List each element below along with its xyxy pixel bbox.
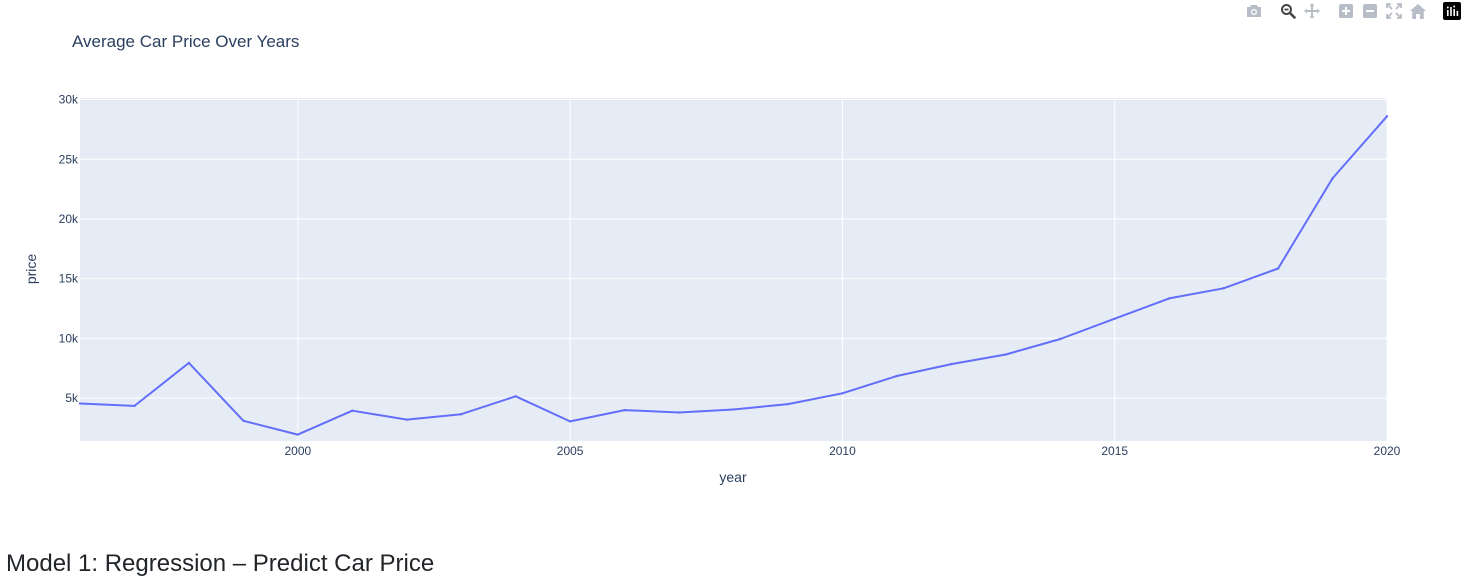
y-tick-label: 5k bbox=[65, 391, 79, 405]
data-point[interactable] bbox=[841, 392, 844, 395]
data-point[interactable] bbox=[623, 408, 626, 412]
y-tick-label: 10k bbox=[59, 331, 79, 345]
data-point[interactable] bbox=[133, 404, 136, 408]
camera-icon[interactable] bbox=[1244, 1, 1264, 21]
data-point[interactable] bbox=[296, 433, 300, 436]
data-point[interactable] bbox=[78, 402, 82, 405]
section-heading: Model 1: Regression – Predict Car Price bbox=[6, 550, 435, 577]
y-axis-label: price bbox=[23, 254, 39, 285]
tick-labels: 5k 10k 15k 20k 25k 30k 2000 2005 2010 2015 2020 bbox=[59, 93, 1401, 458]
series-layer bbox=[78, 115, 1389, 436]
data-point[interactable] bbox=[1004, 353, 1007, 356]
gridlines bbox=[80, 98, 1388, 441]
data-point[interactable] bbox=[786, 402, 790, 406]
x-axis-label: year bbox=[719, 469, 747, 485]
reset-axes-icon[interactable] bbox=[1408, 1, 1428, 21]
data-point[interactable] bbox=[677, 411, 681, 414]
chart-container: 5k 10k 15k 20k 25k 30k 2000 2005 2010 2015 2020 Av… bbox=[23, 0, 1462, 485]
chart-title: Average Car Price Over Years bbox=[72, 32, 299, 51]
data-point[interactable] bbox=[895, 374, 899, 378]
x-tick-label: 2010 bbox=[829, 444, 856, 458]
plotly-logo-icon[interactable] bbox=[1442, 1, 1462, 21]
data-point[interactable] bbox=[1113, 317, 1116, 320]
x-tick-label: 2005 bbox=[557, 444, 584, 458]
data-point[interactable] bbox=[1059, 337, 1062, 341]
zoom-icon[interactable] bbox=[1278, 1, 1298, 21]
data-point[interactable] bbox=[187, 361, 191, 365]
data-point[interactable] bbox=[1276, 267, 1280, 270]
line-chart: 5k 10k 15k 20k 25k 30k 2000 2005 2010 2015 2020 Av… bbox=[23, 32, 1401, 485]
y-tick-label: 20k bbox=[59, 212, 79, 226]
x-tick-label: 2015 bbox=[1101, 444, 1128, 458]
data-point[interactable] bbox=[405, 418, 408, 421]
zoom-out-icon[interactable] bbox=[1360, 1, 1380, 21]
x-tick-label: 2020 bbox=[1374, 444, 1401, 458]
data-point[interactable] bbox=[351, 409, 354, 412]
chart-modebar bbox=[1244, 0, 1462, 22]
data-point[interactable] bbox=[1385, 115, 1389, 118]
data-point[interactable] bbox=[732, 408, 735, 411]
data-point[interactable] bbox=[1331, 177, 1334, 180]
plot-background bbox=[80, 98, 1387, 441]
data-point[interactable] bbox=[1167, 297, 1171, 300]
y-tick-label: 30k bbox=[59, 93, 79, 107]
y-tick-label: 15k bbox=[59, 272, 79, 286]
data-point[interactable] bbox=[460, 413, 463, 416]
y-tick-label: 25k bbox=[59, 152, 79, 166]
data-point[interactable] bbox=[514, 395, 517, 398]
zoom-in-icon[interactable] bbox=[1336, 1, 1356, 21]
pan-icon[interactable] bbox=[1302, 1, 1322, 21]
data-point[interactable] bbox=[1222, 287, 1225, 290]
autoscale-icon[interactable] bbox=[1384, 1, 1404, 21]
data-point[interactable] bbox=[242, 419, 245, 423]
x-tick-label: 2000 bbox=[284, 444, 311, 458]
data-point[interactable] bbox=[950, 362, 953, 366]
data-point[interactable] bbox=[568, 420, 572, 423]
